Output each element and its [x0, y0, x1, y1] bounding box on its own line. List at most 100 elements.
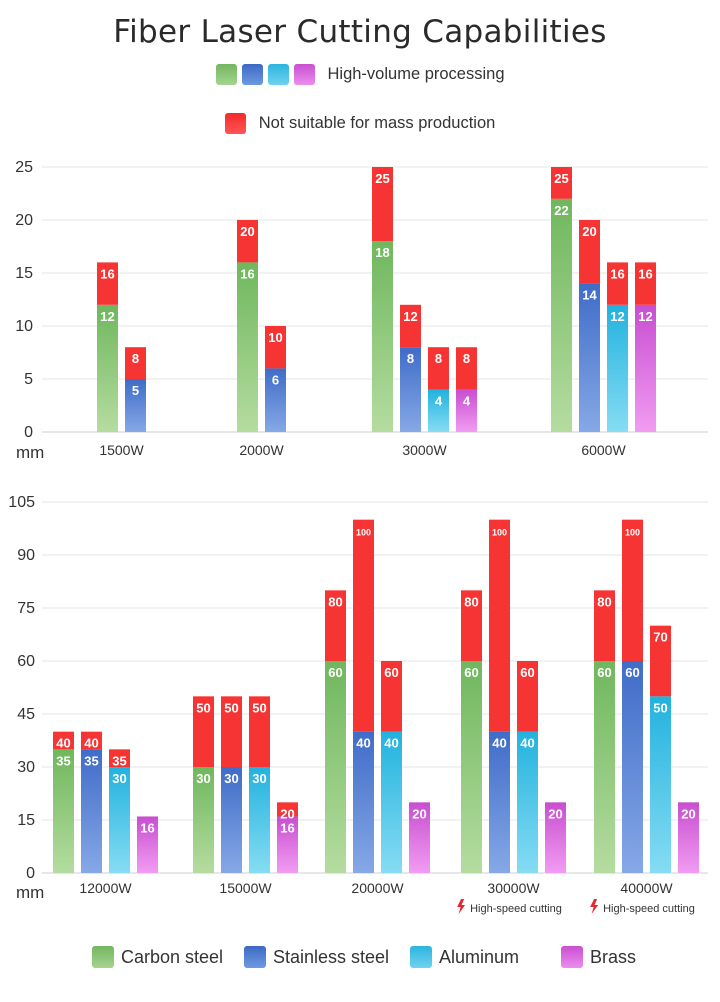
bar-brass — [678, 802, 699, 873]
bar-not-suitable — [622, 519, 643, 661]
data-label: 16 — [280, 820, 294, 835]
data-label: 12 — [403, 309, 417, 324]
bar-stainless-steel — [622, 661, 643, 873]
data-label: 4 — [463, 394, 471, 409]
data-label: 20 — [280, 806, 294, 821]
bar-carbon-steel — [372, 241, 393, 432]
bar-stainless-steel — [579, 283, 600, 432]
data-label: 20 — [681, 806, 695, 821]
data-label: 40 — [356, 736, 370, 751]
data-label: 16 — [240, 266, 254, 281]
bar-carbon-steel — [97, 304, 118, 432]
bar-brass — [137, 816, 158, 873]
y-tick-label: 90 — [17, 547, 35, 564]
bar-not-suitable — [193, 696, 214, 767]
legend-item-carbon-steel: Carbon steel — [92, 946, 223, 968]
data-label: 35 — [84, 753, 98, 768]
y-tick-label: 5 — [24, 371, 33, 388]
bar-stainless-steel — [81, 749, 102, 873]
y-tick-label: 15 — [17, 812, 35, 829]
legend-high-volume-label: High-volume processing — [327, 65, 505, 83]
data-label: 50 — [224, 700, 238, 715]
bar-not-suitable — [428, 347, 449, 390]
data-label: 40 — [384, 736, 398, 751]
legend-item-label: Stainless steel — [273, 946, 390, 967]
legend-high-volume: High-volume processing — [0, 64, 720, 85]
bar-not-suitable — [517, 661, 538, 732]
y-tick-label: 10 — [15, 318, 33, 335]
data-label: 40 — [492, 736, 506, 751]
bar-stainless-steel — [489, 731, 510, 873]
y-tick-label: 25 — [15, 160, 33, 176]
bar-not-suitable — [456, 347, 477, 390]
bar-brass — [635, 304, 656, 432]
bar-stainless-steel — [400, 347, 421, 432]
bar-not-suitable — [461, 590, 482, 661]
data-label: 4 — [435, 394, 443, 409]
bar-aluminum — [517, 731, 538, 873]
x-category-label: 3000W — [402, 442, 447, 458]
lightning-icon — [457, 899, 466, 914]
chart-1: 0 5 10 15 20 25 mm 16 12 8 5 1500W 20 16 10 6 2000W 25 18 1… — [15, 160, 708, 460]
bar-not-suitable — [97, 262, 118, 305]
data-label: 14 — [582, 288, 597, 303]
data-label: 30 — [252, 771, 266, 786]
bar-brass — [545, 802, 566, 873]
data-label: 6 — [272, 372, 279, 387]
y-tick-label: 0 — [24, 424, 33, 441]
bar-carbon-steel — [325, 661, 346, 873]
chart-2: 0 15 30 45 60 75 90 105 mm 40 35 40 35 35 30 16 12000W 50… — [8, 494, 708, 915]
stainless-steel-swatch — [244, 946, 266, 968]
bar-not-suitable — [325, 590, 346, 661]
data-label: 30 — [224, 771, 238, 786]
bar-stainless-steel — [353, 731, 374, 873]
aluminum-swatch — [410, 946, 432, 968]
legend-not-suitable-label: Not suitable for mass production — [258, 114, 496, 132]
bar-not-suitable — [594, 590, 615, 661]
data-label: 70 — [653, 630, 667, 645]
bar-not-suitable — [489, 519, 510, 732]
bar-aluminum — [428, 389, 449, 432]
x-category-label: 15000W — [219, 880, 272, 896]
data-label: 50 — [653, 700, 667, 715]
data-label: 60 — [384, 665, 398, 680]
data-label: 40 — [520, 736, 534, 751]
bar-not-suitable — [400, 304, 421, 348]
y-unit-label: mm — [16, 883, 44, 902]
bar-stainless-steel — [221, 767, 242, 873]
bar-aluminum — [381, 731, 402, 873]
bar-not-suitable — [237, 220, 258, 263]
y-tick-label: 20 — [15, 212, 33, 229]
bar-carbon-steel — [53, 749, 74, 873]
data-label: 12 — [610, 309, 624, 324]
high-speed-note: High-speed cutting — [470, 903, 562, 915]
legend-item-label: Carbon steel — [121, 946, 224, 967]
legend-item-stainless-steel: Stainless steel — [244, 946, 389, 968]
bar-carbon-steel — [461, 661, 482, 873]
bar-carbon-steel — [193, 767, 214, 873]
data-label: 16 — [610, 266, 624, 281]
bar-aluminum — [650, 696, 671, 873]
legend-swatch-green — [215, 64, 237, 85]
data-label: 5 — [132, 383, 139, 398]
legend-swatch-cyan — [267, 64, 289, 85]
data-label: 100 — [356, 528, 371, 538]
bar-not-suitable — [125, 347, 146, 379]
data-label: 60 — [464, 665, 478, 680]
data-label: 30 — [196, 771, 210, 786]
bar-aluminum — [249, 767, 270, 873]
bar-not-suitable — [221, 696, 242, 767]
data-label: 20 — [412, 806, 426, 821]
data-label: 60 — [597, 665, 611, 680]
data-label: 20 — [582, 224, 596, 239]
legend-not-suitable: Not suitable for mass production — [0, 113, 720, 134]
y-tick-label: 45 — [17, 706, 35, 723]
data-label: 60 — [625, 665, 639, 680]
bar-not-suitable — [650, 625, 671, 697]
bar-not-suitable — [353, 519, 374, 732]
data-label: 35 — [56, 753, 70, 768]
bar-stainless-steel — [265, 368, 286, 432]
bar-not-suitable — [551, 167, 572, 199]
bar-carbon-steel — [237, 262, 258, 432]
bar-not-suitable — [265, 326, 286, 369]
